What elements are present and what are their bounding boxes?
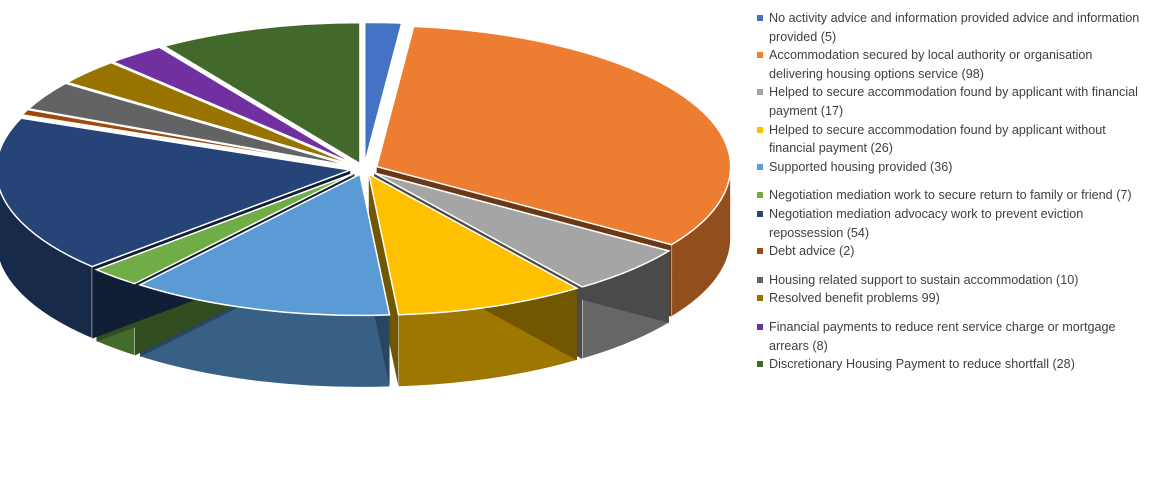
legend-item-1: Accommodation secured by local authority… — [757, 46, 1149, 83]
pie-slice-9 — [65, 61, 354, 167]
legend-marker-6 — [757, 210, 763, 217]
legend-label-6: Negotiation mediation advocacy work to p… — [769, 206, 1084, 240]
legend-item-2: Helped to secure accommodation found by … — [757, 83, 1149, 120]
legend-label-11: Discretionary Housing Payment to reduce … — [769, 357, 1075, 372]
legend-label-9: Resolved benefit problems 99) — [769, 291, 940, 306]
pie-slice-2 — [373, 172, 671, 288]
legend-item-6: Negotiation mediation advocacy work to p… — [757, 205, 1149, 242]
legend-marker-9 — [757, 295, 763, 302]
legend-label-7: Debt advice (2) — [769, 244, 855, 259]
legend-item-10: Financial payments to reduce rent servic… — [757, 318, 1149, 355]
legend-item-0: No activity advice and information provi… — [757, 9, 1149, 46]
legend-item-11: Discretionary Housing Payment to reduce … — [757, 355, 1149, 374]
legend-label-2: Helped to secure accommodation found by … — [769, 85, 1138, 118]
pie-slice-10 — [110, 46, 356, 166]
legend-item-3: Helped to secure accommodation found by … — [757, 121, 1149, 158]
pie-slice-5 — [94, 172, 355, 285]
pie-slice-4 — [138, 173, 391, 317]
pie-slice-6 — [0, 117, 354, 268]
legend-item-8: Housing related support to sustain accom… — [757, 271, 1149, 290]
legend-marker-5 — [757, 192, 763, 199]
legend-item-4: Supported housing provided (36) — [757, 158, 1149, 177]
legend-label-4: Supported housing provided (36) — [769, 159, 953, 174]
legend-label-1: Accommodation secured by local authority… — [769, 48, 1093, 81]
legend-item-7: Debt advice (2) — [757, 242, 1149, 261]
pie-slice-7 — [20, 108, 352, 168]
pie-slice-8 — [26, 82, 353, 167]
legend-marker-0 — [757, 15, 763, 21]
legend-item-5: Negotiation mediation work to secure ret… — [757, 186, 1149, 205]
legend-marker-1 — [757, 52, 763, 59]
legend-label-5: Negotiation mediation work to secure ret… — [769, 188, 1132, 203]
legend-marker-7 — [757, 248, 763, 255]
pie-slice-1 — [375, 25, 732, 246]
legend-marker-10 — [757, 323, 763, 330]
legend-label-10: Financial payments to reduce rent servic… — [769, 319, 1116, 353]
chart-legend: No activity advice and information provi… — [757, 9, 1149, 374]
pie-slice-11 — [162, 21, 361, 165]
legend-label-3: Helped to secure accommodation found by … — [769, 122, 1106, 156]
legend-marker-8 — [757, 276, 763, 283]
legend-marker-4 — [757, 163, 763, 170]
legend-marker-2 — [757, 89, 763, 96]
legend-label-0: No activity advice and information provi… — [769, 11, 1140, 44]
legend-label-8: Housing related support to sustain accom… — [769, 272, 1079, 287]
legend-item-9: Resolved benefit problems 99) — [757, 289, 1149, 308]
legend-marker-3 — [757, 126, 763, 133]
legend-marker-11 — [757, 361, 763, 368]
pie-slice-0 — [363, 21, 403, 164]
pie-wall-3-1 — [368, 174, 399, 387]
pie-slice-3 — [367, 172, 579, 316]
